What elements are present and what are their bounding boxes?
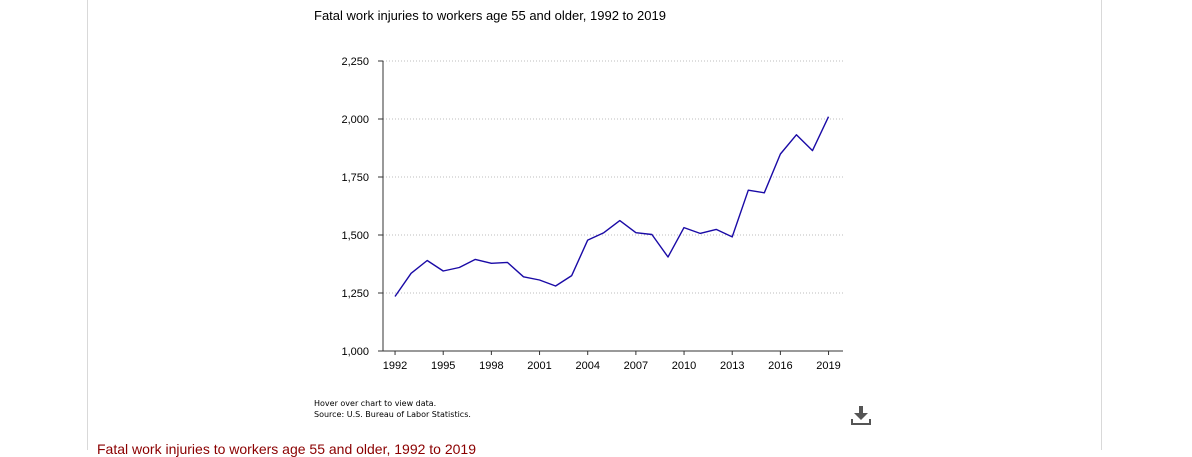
- x-tick-label: 1998: [479, 360, 503, 372]
- x-tick-label: 2010: [672, 360, 696, 372]
- data-point[interactable]: [569, 273, 575, 279]
- data-point[interactable]: [681, 225, 687, 231]
- data-point[interactable]: [472, 256, 478, 262]
- data-point[interactable]: [697, 230, 703, 236]
- data-point[interactable]: [392, 293, 398, 299]
- data-point[interactable]: [504, 259, 510, 265]
- x-tick-label: 1992: [383, 360, 407, 372]
- chart-title: Fatal work injuries to workers age 55 an…: [314, 8, 666, 23]
- data-point[interactable]: [649, 232, 655, 238]
- data-point[interactable]: [424, 258, 430, 264]
- content-frame-right-border: [1101, 0, 1102, 450]
- hover-instructions: Hover over chart to view data.: [314, 399, 437, 408]
- data-point[interactable]: [520, 274, 526, 280]
- data-point[interactable]: [456, 264, 462, 270]
- y-tick-label: 2,000: [341, 114, 369, 126]
- data-point[interactable]: [761, 190, 767, 196]
- x-tick-label: 2016: [768, 360, 792, 372]
- data-point[interactable]: [601, 230, 607, 236]
- x-tick-label: 2007: [624, 360, 648, 372]
- data-point[interactable]: [553, 283, 559, 289]
- content-frame-left-border: [87, 0, 88, 450]
- section-heading-link[interactable]: Fatal work injuries to workers age 55 an…: [97, 441, 477, 457]
- download-icon[interactable]: [848, 405, 874, 427]
- data-point[interactable]: [537, 277, 543, 283]
- data-point[interactable]: [809, 148, 815, 154]
- data-point[interactable]: [745, 187, 751, 193]
- data-point[interactable]: [488, 260, 494, 266]
- data-point[interactable]: [713, 226, 719, 232]
- data-point[interactable]: [729, 234, 735, 240]
- series-line: [394, 116, 830, 297]
- x-tick-label: 2004: [575, 360, 599, 372]
- x-tick-label: 2019: [816, 360, 840, 372]
- source-note: Source: U.S. Bureau of Labor Statistics.: [314, 410, 471, 419]
- data-point[interactable]: [617, 218, 623, 224]
- y-tick-label: 1,250: [341, 288, 369, 300]
- data-point[interactable]: [633, 230, 639, 236]
- x-tick-label: 1995: [431, 360, 455, 372]
- data-point[interactable]: [777, 151, 783, 157]
- data-point[interactable]: [826, 114, 832, 120]
- x-tick-label: 2013: [720, 360, 744, 372]
- y-tick-label: 1,750: [341, 172, 369, 184]
- data-point[interactable]: [665, 254, 671, 260]
- data-point[interactable]: [408, 270, 414, 276]
- data-point[interactable]: [440, 268, 446, 274]
- y-tick-label: 2,250: [341, 56, 369, 68]
- x-tick-label: 2001: [527, 360, 551, 372]
- y-tick-label: 1,000: [341, 346, 369, 358]
- y-tick-label: 1,500: [341, 230, 369, 242]
- data-point[interactable]: [585, 237, 591, 243]
- data-point[interactable]: [793, 132, 799, 138]
